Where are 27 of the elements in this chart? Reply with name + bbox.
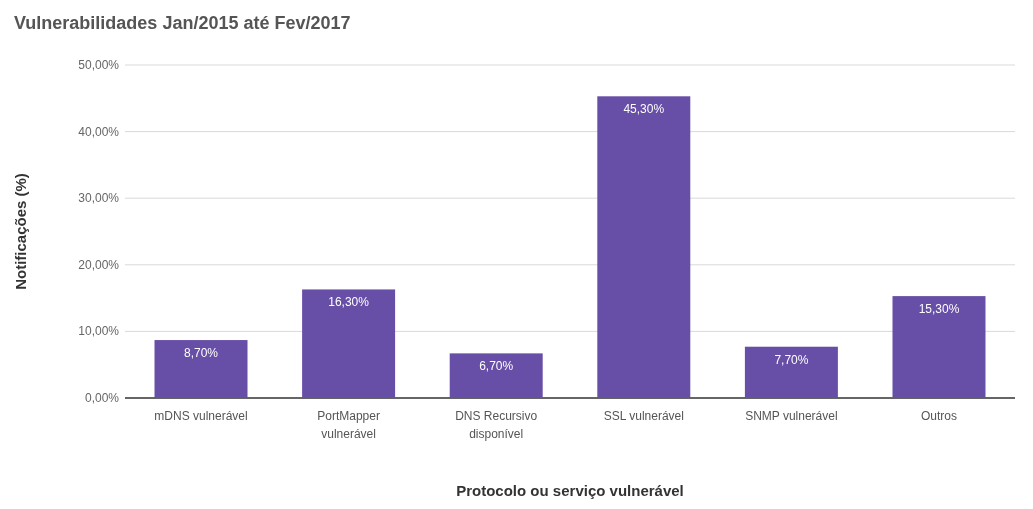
bar [449,353,543,398]
y-tick-label: 30,00% [78,191,120,206]
y-axis-title: Notificações (%) [12,173,29,290]
data-label: 16,30% [328,295,370,310]
y-tick-label: 10,00% [78,324,120,339]
bar [154,340,248,398]
bar [892,296,986,398]
x-tick-label: DNS Recursivo disponível [455,409,538,441]
bar [302,289,396,398]
bar [744,346,838,398]
x-tick-label: SNMP vulnerável [745,409,838,423]
y-tick-label: 40,00% [78,124,120,139]
data-label: 15,30% [918,302,960,317]
data-label: 7,70% [774,352,809,367]
chart-title: Vulnerabilidades Jan/2015 até Fev/2017 [14,13,351,33]
x-tick-label: PortMapper vulnerável [317,409,380,441]
y-tick-label: 20,00% [78,257,120,272]
y-tick-label: 0,00% [84,391,120,405]
x-tick-label: mDNS vulnerável [154,409,248,423]
x-tick-label: Outros [920,409,957,423]
x-axis-title: Protocolo ou serviço vulnerável [456,482,684,499]
y-tick-label: 50,00% [78,58,120,72]
bar [597,96,691,398]
x-tick-label: SSL vulnerável [603,409,684,423]
data-label: 6,70% [479,359,514,374]
data-label: 45,30% [623,102,665,117]
data-label: 8,70% [184,346,219,361]
